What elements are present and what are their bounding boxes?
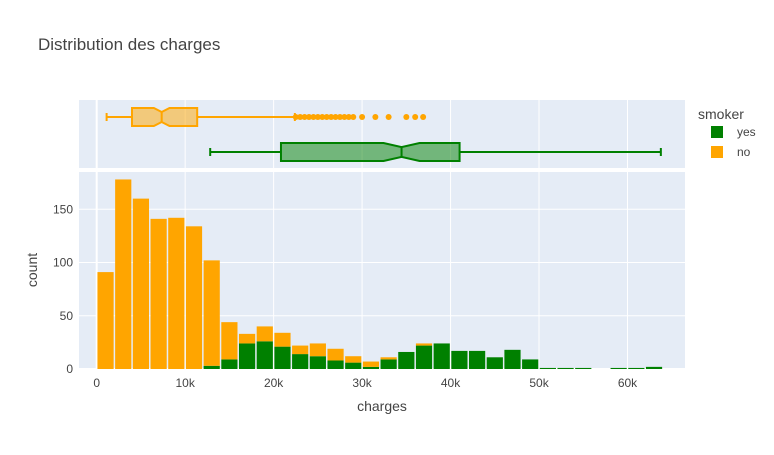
histogram-bar-no[interactable] bbox=[132, 198, 150, 369]
legend: smoker yes no bbox=[698, 106, 756, 159]
boxplot-outlier-point[interactable] bbox=[292, 114, 299, 120]
legend-swatch bbox=[711, 126, 723, 138]
histogram-bar-yes[interactable] bbox=[309, 356, 326, 369]
histogram-bar-yes[interactable] bbox=[522, 359, 539, 369]
histogram-bar-yes[interactable] bbox=[575, 367, 592, 369]
histogram-bar-no[interactable] bbox=[345, 356, 362, 363]
histogram-bar-no[interactable] bbox=[97, 272, 114, 369]
histogram-bar-no[interactable] bbox=[168, 217, 185, 369]
legend-item-yes[interactable]: yes bbox=[711, 125, 756, 139]
chart-title: Distribution des charges bbox=[38, 35, 220, 54]
y-tick-label: 150 bbox=[53, 202, 73, 216]
histogram-bar-yes[interactable] bbox=[345, 362, 362, 369]
boxplot-outlier-point[interactable] bbox=[297, 114, 304, 120]
histogram-bar-no[interactable] bbox=[327, 348, 344, 361]
y-axis-label: count bbox=[24, 253, 40, 287]
histogram-bar-yes[interactable] bbox=[238, 343, 256, 369]
boxplot-yes[interactable] bbox=[209, 142, 662, 162]
histogram-bar-no[interactable] bbox=[292, 345, 309, 355]
legend-item-no[interactable]: no bbox=[711, 145, 751, 159]
boxplot-outlier-point[interactable] bbox=[412, 114, 419, 120]
y-tick-label: 100 bbox=[53, 256, 73, 270]
histogram-bar-no[interactable] bbox=[415, 343, 433, 346]
x-tick-label: 60k bbox=[618, 376, 638, 390]
histogram-bar-yes[interactable] bbox=[504, 349, 521, 369]
histogram-bar-yes[interactable] bbox=[292, 354, 309, 369]
boxplot-outlier-point[interactable] bbox=[306, 114, 313, 120]
boxplot-box[interactable] bbox=[279, 142, 461, 162]
legend-title: smoker bbox=[698, 106, 744, 122]
boxplot-outlier-point[interactable] bbox=[323, 114, 330, 120]
x-axis-ticks: 0 10k 20k 30k 40k 50k 60k bbox=[93, 376, 638, 390]
histogram-bar-no[interactable] bbox=[362, 361, 380, 367]
boxplot-outlier-point[interactable] bbox=[310, 114, 317, 120]
histogram-bar-no[interactable] bbox=[256, 326, 273, 342]
boxplot-outlier-point[interactable] bbox=[420, 114, 427, 120]
histogram-bar-no[interactable] bbox=[185, 226, 203, 369]
y-tick-label: 0 bbox=[66, 362, 73, 376]
histogram-bar-yes[interactable] bbox=[451, 350, 468, 369]
boxplot-outlier-point[interactable] bbox=[301, 114, 308, 120]
histogram-bar-yes[interactable] bbox=[433, 343, 450, 369]
legend-swatch bbox=[711, 146, 723, 158]
histogram-bar-no[interactable] bbox=[150, 218, 167, 369]
boxplot-outlier-point[interactable] bbox=[314, 114, 321, 120]
histogram-bar-yes[interactable] bbox=[398, 351, 415, 369]
histogram-bar-yes[interactable] bbox=[221, 359, 238, 369]
histogram-bar-yes[interactable] bbox=[628, 367, 645, 369]
histogram-bar-no[interactable] bbox=[203, 260, 220, 366]
histogram-bar-no[interactable] bbox=[274, 332, 291, 347]
histogram-bars[interactable] bbox=[97, 179, 663, 369]
x-tick-label: 30k bbox=[352, 376, 372, 390]
boxplot-no[interactable] bbox=[105, 107, 427, 127]
boxplot-outlier-point[interactable] bbox=[403, 114, 410, 120]
histogram-bar-yes[interactable] bbox=[557, 367, 574, 369]
histogram-bar-no[interactable] bbox=[380, 357, 397, 360]
boxplots[interactable] bbox=[105, 107, 662, 162]
boxplot-box[interactable] bbox=[130, 107, 199, 127]
histogram-bar-yes[interactable] bbox=[415, 345, 433, 369]
histogram-bar-yes[interactable] bbox=[203, 365, 220, 369]
x-tick-label: 10k bbox=[175, 376, 195, 390]
histogram-bar-yes[interactable] bbox=[327, 360, 344, 369]
legend-label: no bbox=[737, 145, 751, 159]
histogram-bar-no[interactable] bbox=[115, 179, 132, 369]
y-tick-label: 50 bbox=[60, 309, 74, 323]
boxplot-outlier-point[interactable] bbox=[341, 114, 348, 120]
histogram-bar-yes[interactable] bbox=[469, 350, 486, 369]
histogram-bar-yes[interactable] bbox=[380, 359, 397, 369]
histogram-bar-yes[interactable] bbox=[610, 367, 627, 369]
histogram-bar-yes[interactable] bbox=[486, 357, 503, 369]
x-tick-label: 20k bbox=[264, 376, 284, 390]
y-axis-ticks: 0 50 100 150 bbox=[53, 202, 73, 376]
histogram-bar-yes[interactable] bbox=[645, 366, 663, 369]
x-axis-label: charges bbox=[357, 398, 407, 414]
boxplot-outlier-point[interactable] bbox=[336, 114, 343, 120]
histogram-bar-yes[interactable] bbox=[256, 341, 273, 369]
legend-items[interactable]: yes no bbox=[711, 125, 756, 159]
boxplot-outlier-point[interactable] bbox=[345, 114, 352, 120]
boxplot-outlier-point[interactable] bbox=[319, 114, 326, 120]
boxplot-outlier-point[interactable] bbox=[350, 114, 357, 120]
histogram-bar-yes[interactable] bbox=[362, 366, 380, 369]
legend-label: yes bbox=[737, 125, 756, 139]
boxplot-outlier-point[interactable] bbox=[372, 114, 379, 120]
boxplot-outlier-point[interactable] bbox=[359, 114, 366, 120]
histogram-bar-yes[interactable] bbox=[539, 367, 556, 369]
boxplot-outlier-point[interactable] bbox=[328, 114, 335, 120]
x-tick-label: 0 bbox=[93, 376, 100, 390]
boxplot-outlier-point[interactable] bbox=[332, 114, 339, 120]
boxplot-outlier-point[interactable] bbox=[385, 114, 392, 120]
x-tick-label: 50k bbox=[529, 376, 549, 390]
x-tick-label: 40k bbox=[441, 376, 461, 390]
histogram-bar-yes[interactable] bbox=[274, 346, 291, 369]
histogram-bar-no[interactable] bbox=[238, 333, 256, 344]
histogram-bar-no[interactable] bbox=[221, 322, 238, 360]
histogram-bar-no[interactable] bbox=[309, 343, 326, 357]
